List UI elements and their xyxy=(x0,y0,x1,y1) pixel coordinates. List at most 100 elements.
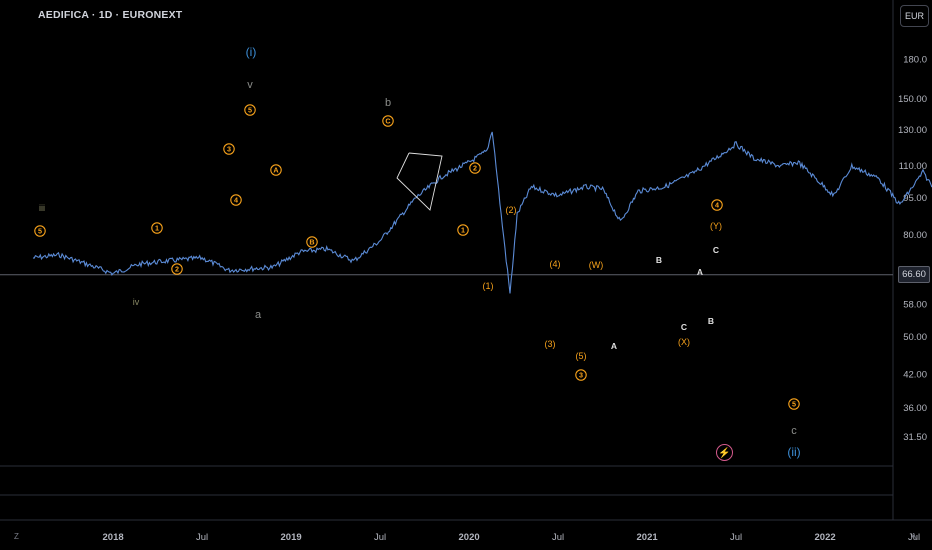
wave-label-text: 5 xyxy=(248,106,252,115)
wave-label-ring xyxy=(711,199,723,211)
price-tick-2: 130.00 xyxy=(898,125,927,136)
price-line xyxy=(32,131,932,294)
wave-label-text: (W) xyxy=(589,260,604,270)
wave-label-3: 1 xyxy=(151,222,163,234)
time-tick-4: 2020 xyxy=(459,532,480,543)
time-tick-8: 2022 xyxy=(815,532,836,543)
wave-label-24: A xyxy=(611,341,617,351)
wave-label-text: A xyxy=(697,267,703,277)
lightning-icon[interactable]: ⚡ xyxy=(716,444,733,461)
wave-label-0: iii xyxy=(39,203,45,213)
wave-label-ring xyxy=(151,222,163,234)
time-tick-9: Jul xyxy=(908,532,920,543)
wave-label-16: 1 xyxy=(457,224,469,236)
wave-label-ring xyxy=(34,225,46,237)
wave-label-35: (ii) xyxy=(787,445,800,459)
time-tick-1: Jul xyxy=(196,532,208,543)
chart-grid xyxy=(0,0,932,521)
price-tick-7: 58.00 xyxy=(903,300,927,311)
wave-label-text: (X) xyxy=(678,337,690,347)
wave-label-text: 5 xyxy=(38,227,42,236)
wave-label-10: a xyxy=(255,309,262,321)
wave-label-4: 2 xyxy=(171,263,183,275)
price-tick-8: 50.00 xyxy=(903,332,927,343)
wave-label-text: C xyxy=(713,245,719,255)
wave-label-8: 3 xyxy=(223,143,235,155)
wave-label-11: A xyxy=(270,164,282,176)
wave-label-15: 2 xyxy=(469,162,481,174)
wave-label-ring xyxy=(788,398,800,410)
wave-label-22: 3 xyxy=(575,369,587,381)
wave-label-text: (Y) xyxy=(710,221,722,231)
wave-label-18: (2) xyxy=(506,205,517,215)
wave-label-text: b xyxy=(385,97,391,109)
wave-label-text: iv xyxy=(133,297,140,307)
wave-label-ring xyxy=(306,236,318,248)
price-series xyxy=(0,131,932,294)
wave-label-text: (4) xyxy=(550,259,561,269)
wave-label-29: B xyxy=(708,316,714,326)
wave-label-26: C xyxy=(681,322,687,332)
price-tick-3: 110.00 xyxy=(899,161,927,172)
wave-label-text: 3 xyxy=(579,371,583,380)
last-price-tag: 66.60 xyxy=(898,266,930,283)
wave-label-text: v xyxy=(247,79,253,91)
wave-label-text: 4 xyxy=(715,201,719,210)
wave-label-text: A xyxy=(273,166,278,175)
time-tick-6: 2021 xyxy=(637,532,659,543)
wave-label-ring xyxy=(469,162,481,174)
time-tick-5: Jul xyxy=(552,532,564,543)
wave-label-text: c xyxy=(791,425,797,437)
currency-button[interactable]: EUR xyxy=(900,5,929,27)
wave-label-text: B xyxy=(656,255,662,265)
price-tick-5: 80.00 xyxy=(903,230,927,241)
wave-label-text: iii xyxy=(39,203,45,213)
wave-label-ring xyxy=(270,164,282,176)
wave-label-ring xyxy=(171,263,183,275)
wave-label-text: (1) xyxy=(483,281,494,291)
wave-label-34: c xyxy=(791,425,797,437)
wave-label-1: 5 xyxy=(34,225,46,237)
wave-label-text: B xyxy=(708,316,714,326)
wave-labels: iii5iv12(i)v534aABbC21(1)(2)(4)(3)(5)3(W… xyxy=(34,45,801,459)
time-axis[interactable]: 2018Jul2019Jul2020Jul2021Jul2022Jul2023J… xyxy=(103,532,932,543)
price-tick-9: 42.00 xyxy=(903,370,927,381)
symbol-title[interactable]: AEDIFICA · 1D · EURONEXT xyxy=(38,9,183,21)
wave-label-text: C xyxy=(681,322,687,332)
drawing-tools xyxy=(396,152,443,211)
wave-label-13: b xyxy=(385,97,391,109)
price-tick-0: 180.0 xyxy=(903,55,927,66)
wave-label-text: 2 xyxy=(175,265,179,274)
wave-label-ring xyxy=(382,115,394,127)
wave-label-text: 1 xyxy=(155,224,159,233)
wave-label-text: 2 xyxy=(473,164,477,173)
wave-label-9: 4 xyxy=(230,194,242,206)
wave-label-6: v xyxy=(247,79,253,91)
wave-label-text: (5) xyxy=(576,351,587,361)
wave-label-text: B xyxy=(309,238,314,247)
wave-label-5: (i) xyxy=(246,45,257,59)
wave-label-ring xyxy=(244,104,256,116)
wave-label-text: (ii) xyxy=(787,445,800,459)
wave-label-21: (5) xyxy=(576,351,587,361)
wave-label-19: (4) xyxy=(550,259,561,269)
price-tick-1: 150.00 xyxy=(898,94,927,105)
price-axis[interactable]: 180.0 150.00 130.00 110.00 95.00 80.00 58.00 50… xyxy=(898,55,927,443)
timezone-button[interactable]: Z xyxy=(14,532,19,541)
wave-label-33: 5 xyxy=(788,398,800,410)
wave-label-text: (3) xyxy=(545,339,556,349)
price-tick-11: 31.50 xyxy=(903,432,927,443)
wave-label-31: (Y) xyxy=(710,221,722,231)
wave-label-28: A xyxy=(697,267,703,277)
auto-scale-button[interactable]: A xyxy=(911,532,917,541)
time-tick-3: Jul xyxy=(374,532,386,543)
wave-label-ring xyxy=(223,143,235,155)
price-tick-10: 36.00 xyxy=(903,403,927,414)
wave-label-ring xyxy=(457,224,469,236)
time-tick-2: 2019 xyxy=(281,532,302,543)
wave-label-text: 4 xyxy=(234,196,238,205)
wave-label-ring xyxy=(575,369,587,381)
triangle-drawing[interactable] xyxy=(396,152,443,211)
wave-label-text: C xyxy=(385,117,390,126)
